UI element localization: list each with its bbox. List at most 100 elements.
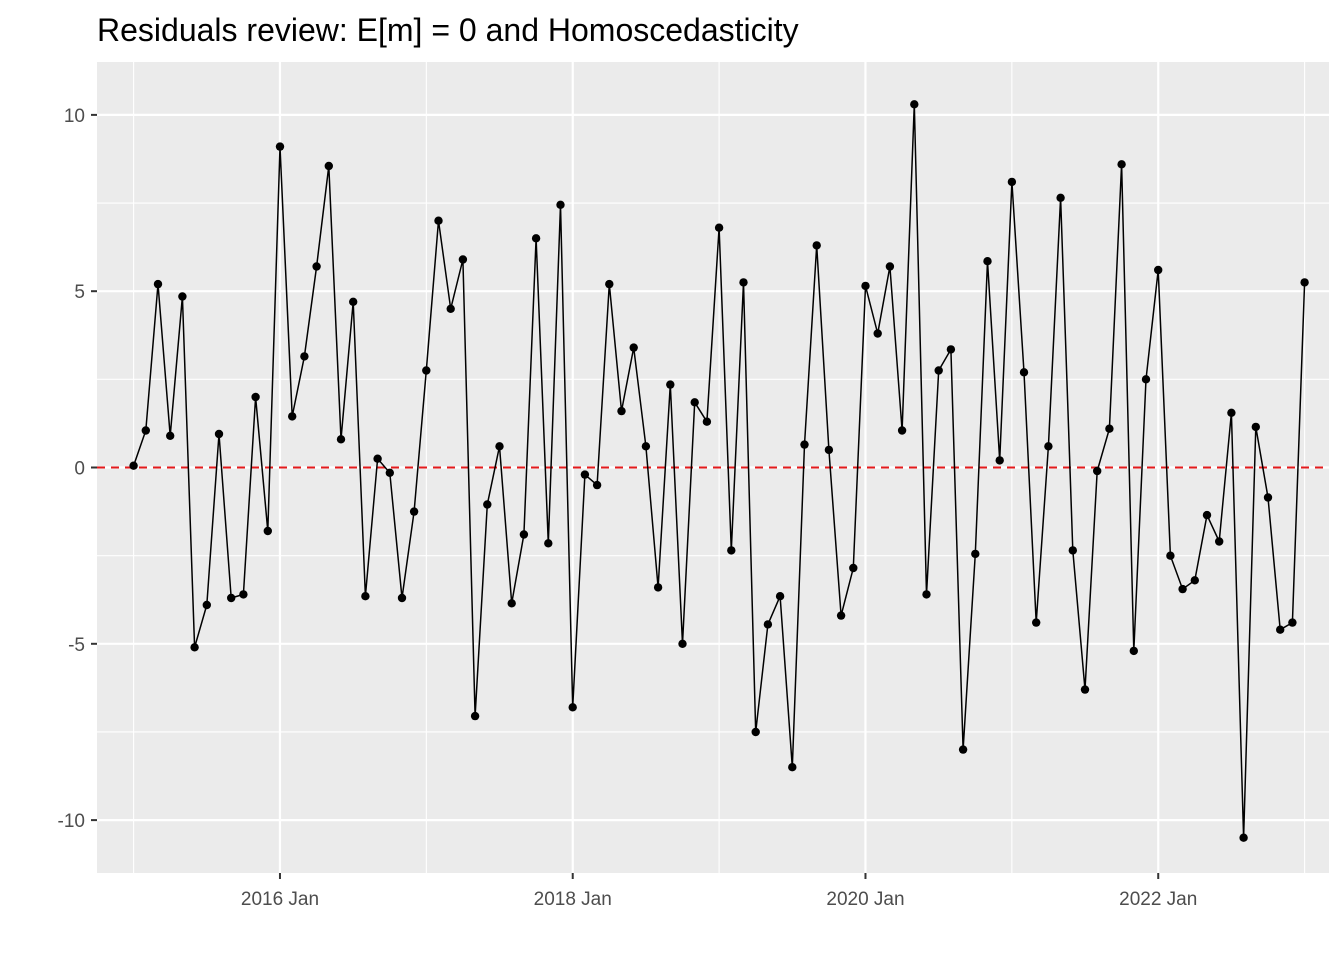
residual-point [958, 745, 968, 754]
residual-point [922, 590, 931, 599]
residual-point [251, 392, 260, 402]
residual-point [1263, 493, 1273, 502]
residual-point [544, 539, 553, 548]
residual-point [824, 445, 834, 455]
residual-point [263, 526, 272, 536]
residual-point [739, 278, 748, 287]
y-tick-label: -10 [58, 811, 85, 832]
residual-point [836, 611, 846, 620]
residual-point [300, 352, 309, 361]
residual-point [190, 643, 199, 652]
residual-point [995, 456, 1004, 465]
residual-series [129, 100, 1309, 842]
residual-point [702, 417, 712, 426]
residual-point [849, 563, 858, 573]
residual-point [580, 470, 590, 479]
residual-point [714, 223, 724, 232]
residual-point [1190, 576, 1200, 585]
y-axis: -10 -5 0 5 10 [58, 106, 97, 832]
residual-point [239, 590, 248, 599]
residual-point [397, 593, 407, 603]
residual-point [446, 304, 455, 313]
residual-point [422, 366, 431, 375]
residual-point [910, 100, 919, 109]
residual-point [1032, 618, 1041, 627]
residual-point [470, 711, 480, 721]
residual-point [1154, 265, 1163, 275]
residual-point [568, 703, 577, 712]
residual-point [812, 241, 821, 250]
residual-point [1105, 424, 1114, 433]
y-tick-label: 10 [64, 106, 85, 127]
residual-point [434, 216, 443, 225]
residual-point [324, 161, 333, 171]
residual-point [775, 592, 785, 601]
residual-point [1117, 160, 1126, 169]
residual-point [1202, 510, 1212, 520]
residual-point [349, 297, 358, 306]
residual-point [385, 468, 394, 477]
residual-point [227, 593, 236, 603]
residual-point [531, 234, 541, 243]
residual-point [1251, 422, 1261, 432]
residual-point [507, 599, 516, 608]
y-tick-label: 5 [74, 282, 85, 303]
residual-point [275, 142, 285, 151]
residual-point [312, 262, 321, 271]
residual-point [361, 592, 370, 601]
residual-point [885, 262, 895, 271]
residual-point [1093, 466, 1102, 476]
residual-point [483, 500, 492, 509]
residual-point [1007, 177, 1017, 187]
residual-point [153, 279, 163, 289]
residual-point [946, 345, 956, 354]
x-axis: 2016 Jan 2018 Jan 2020 Jan 2022 Jan [241, 873, 1197, 910]
x-tick-label: 2016 Jan [241, 889, 319, 910]
residual-point [129, 461, 138, 470]
residual-point [690, 398, 699, 407]
residual-point [1080, 685, 1090, 694]
residual-point [1239, 833, 1248, 842]
residual-point [1068, 546, 1078, 555]
residual-point [641, 442, 651, 451]
residual-point [214, 429, 224, 439]
residual-point [788, 763, 797, 772]
residual-point [373, 454, 382, 463]
residual-point [873, 329, 882, 338]
residual-point [519, 530, 529, 539]
residual-point [800, 440, 809, 449]
residual-point [934, 366, 943, 375]
residual-point [897, 426, 907, 435]
residual-point [605, 279, 614, 289]
residual-point [458, 255, 468, 264]
residual-point [1166, 551, 1175, 560]
y-tick-label: -5 [68, 635, 85, 656]
residual-point [983, 257, 992, 266]
residual-point [1288, 618, 1297, 627]
residual-point [495, 442, 504, 451]
residual-point [141, 426, 150, 435]
x-tick-label: 2018 Jan [534, 889, 612, 910]
x-tick-label: 2022 Jan [1119, 889, 1197, 910]
residual-point [1215, 537, 1224, 546]
residual-point [556, 200, 565, 209]
x-tick-label: 2020 Jan [826, 889, 904, 910]
residual-point [666, 380, 675, 389]
residual-point [1141, 375, 1151, 384]
residual-point [1044, 442, 1053, 451]
residual-point [617, 406, 626, 416]
residual-point [653, 583, 663, 592]
residual-point [1178, 584, 1187, 594]
residual-point [202, 600, 211, 610]
residual-point [409, 507, 419, 516]
residual-point [1056, 193, 1065, 202]
residual-point [592, 480, 602, 490]
residual-point [1129, 646, 1139, 656]
residual-point [1276, 625, 1285, 634]
residual-point [336, 435, 346, 444]
residual-point [288, 412, 297, 421]
residual-point [629, 343, 638, 352]
residual-point [166, 431, 175, 440]
y-tick-label: 0 [74, 459, 85, 480]
